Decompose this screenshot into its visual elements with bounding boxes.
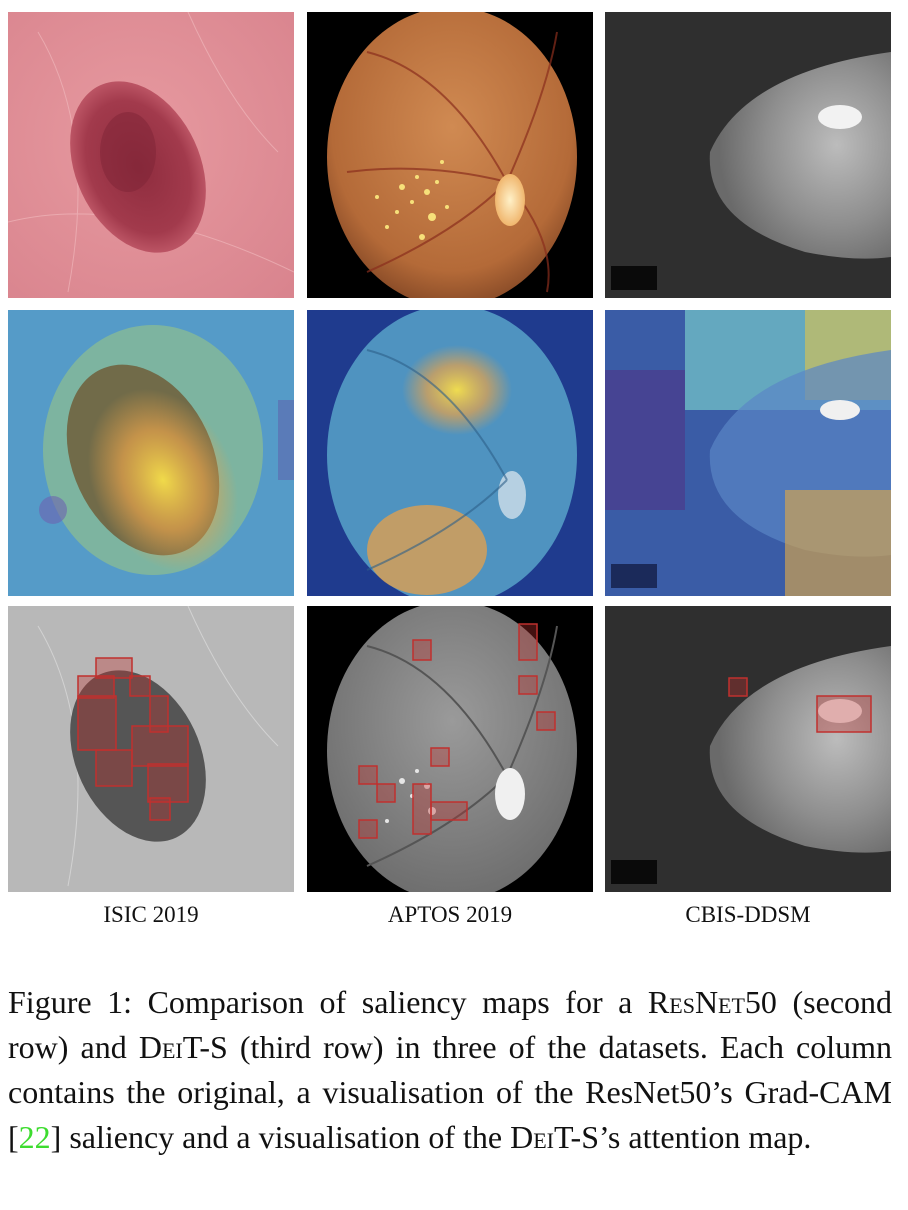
aptos-original-image [307, 12, 593, 298]
cbis-attention-image [605, 606, 891, 892]
column-label-cbis: CBIS-DDSM [685, 902, 811, 927]
isic-attention-image [8, 606, 294, 892]
caption-text-1: Comparison of saliency maps for a [147, 984, 633, 1020]
caption-text-3: (third row) in three of the datasets. Ea… [8, 1029, 893, 1110]
aptos-attention-image [307, 606, 593, 892]
caption-model-deit: DeiT-S [138, 1029, 228, 1065]
isic-gradcam-image [8, 310, 294, 596]
cbis-gradcam-image [605, 310, 891, 596]
caption-model-resnet: ResNet50 [647, 984, 777, 1020]
caption-text-4: saliency and a visualisation of the [69, 1119, 503, 1155]
column-label-aptos: APTOS 2019 [387, 902, 513, 927]
caption-model-deit-2: DeiT-S [510, 1119, 600, 1155]
caption-label: Figure 1: [8, 984, 132, 1020]
column-label-isic: ISIC 2019 [103, 902, 199, 927]
caption-text-5: ’s attention map. [599, 1119, 812, 1155]
isic-original-image [8, 12, 294, 298]
figure-caption: Figure 1: Comparison of saliency maps fo… [8, 984, 893, 1155]
caption-text-2: (second row) and [8, 984, 893, 1065]
cbis-original-image [605, 12, 891, 298]
citation-link[interactable]: 22 [18, 1119, 51, 1155]
aptos-gradcam-image [307, 310, 593, 596]
